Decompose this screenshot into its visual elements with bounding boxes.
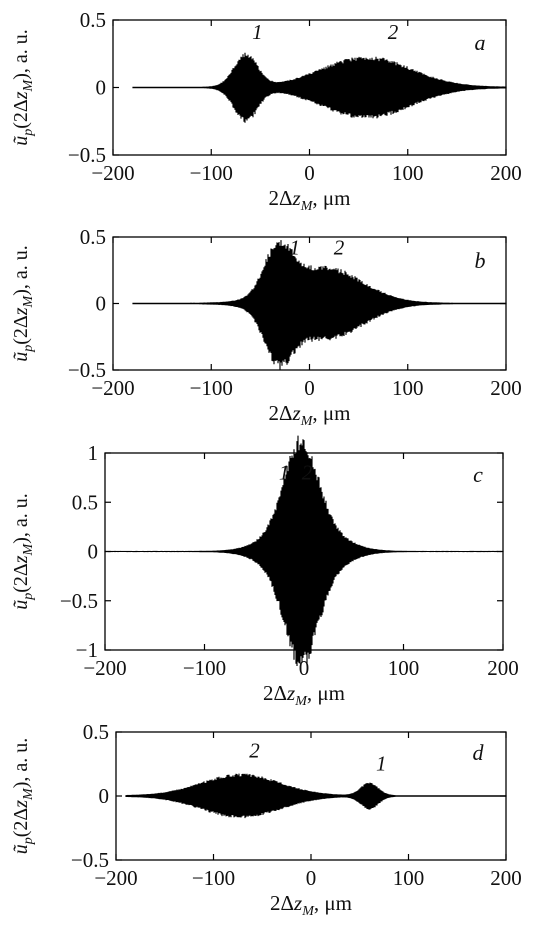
signal-trace <box>132 52 507 123</box>
peak-label-2: 2 <box>334 235 345 259</box>
y-axis-label: ũp(2ΔzM), a. u. <box>10 493 36 610</box>
y-tick-label: 0 <box>99 784 110 808</box>
peak-label-2: 2 <box>388 20 399 44</box>
x-tick-label: −200 <box>91 376 134 400</box>
x-tick-label: 0 <box>304 161 315 185</box>
x-tick-label: 200 <box>490 376 522 400</box>
x-tick-label: 200 <box>490 866 522 890</box>
x-axis-label: 2ΔzM, μm <box>263 681 345 709</box>
x-axis-label: 2ΔzM, μm <box>269 401 351 429</box>
y-axis-label: ũp(2ΔzM), a. u. <box>10 29 36 146</box>
peak-label-2: 2 <box>302 461 313 485</box>
y-tick-label: −0.5 <box>71 848 109 872</box>
y-tick-label: −0.5 <box>68 143 106 167</box>
y-axis-label: ũp(2ΔzM), a. u. <box>10 738 36 855</box>
y-axis-label: ũp(2ΔzM), a. u. <box>10 245 36 362</box>
y-tick-label: 0 <box>96 76 107 100</box>
y-tick-label: 0.5 <box>72 490 98 514</box>
panel-letter: c <box>473 462 483 487</box>
y-tick-label: −1 <box>76 638 98 662</box>
x-tick-label: 0 <box>306 866 317 890</box>
x-tick-label: 100 <box>388 656 420 680</box>
x-axis-label: 2ΔzM, μm <box>270 891 352 919</box>
signal-trace <box>125 773 507 819</box>
x-tick-label: 0 <box>304 376 315 400</box>
peak-label-1: 1 <box>252 20 263 44</box>
x-tick-label: 200 <box>490 161 522 185</box>
signal-trace <box>132 240 507 371</box>
y-tick-label: 0.5 <box>80 225 106 249</box>
x-tick-label: 200 <box>487 656 519 680</box>
panel-letter: d <box>473 740 485 765</box>
panel-d: −200 −100 0 100 200 0.5 0 −0.5 2ΔzM, μm ũp(2ΔzM),… <box>10 720 522 919</box>
y-tick-label: 0 <box>88 540 99 564</box>
x-tick-label: −200 <box>91 161 134 185</box>
panel-c: −200 −100 0 100 200 1 0.5 0 −0.5 −1 2ΔzM, μm ũp(2Δz… <box>10 435 519 709</box>
y-tick-label: −0.5 <box>68 358 106 382</box>
x-axis-label: 2ΔzM, μm <box>269 186 351 214</box>
x-tick-label: 100 <box>393 866 425 890</box>
panel-letter: b <box>475 248 486 273</box>
peak-label-1: 1 <box>290 235 301 259</box>
y-tick-label: −0.5 <box>60 589 98 613</box>
y-tick-label: 0 <box>96 292 107 316</box>
x-tick-label: 100 <box>392 376 424 400</box>
y-tick-label: 0.5 <box>83 720 109 744</box>
x-tick-label: −200 <box>94 866 137 890</box>
x-tick-label: −200 <box>83 656 126 680</box>
peak-label-1: 1 <box>279 461 290 485</box>
x-tick-label: 100 <box>392 161 424 185</box>
y-tick-label: 0.5 <box>80 8 106 32</box>
panel-letter: a <box>475 30 486 55</box>
x-tick-label: 0 <box>299 656 310 680</box>
panel-b: −200 −100 0 100 200 0.5 0 −0.5 2ΔzM, μm ũp(2ΔzM),… <box>10 225 522 429</box>
y-tick-label: 1 <box>88 441 99 465</box>
x-tick-label: −100 <box>183 656 226 680</box>
peak-label-1: 1 <box>376 751 387 775</box>
panel-a: −200 −100 0 100 200 0.5 0 −0.5 2ΔzM, μm ũp(2ΔzM),… <box>10 8 522 214</box>
x-tick-label: −100 <box>192 866 235 890</box>
peak-label-2: 2 <box>249 739 260 763</box>
x-tick-label: −100 <box>190 161 233 185</box>
x-tick-label: −100 <box>190 376 233 400</box>
